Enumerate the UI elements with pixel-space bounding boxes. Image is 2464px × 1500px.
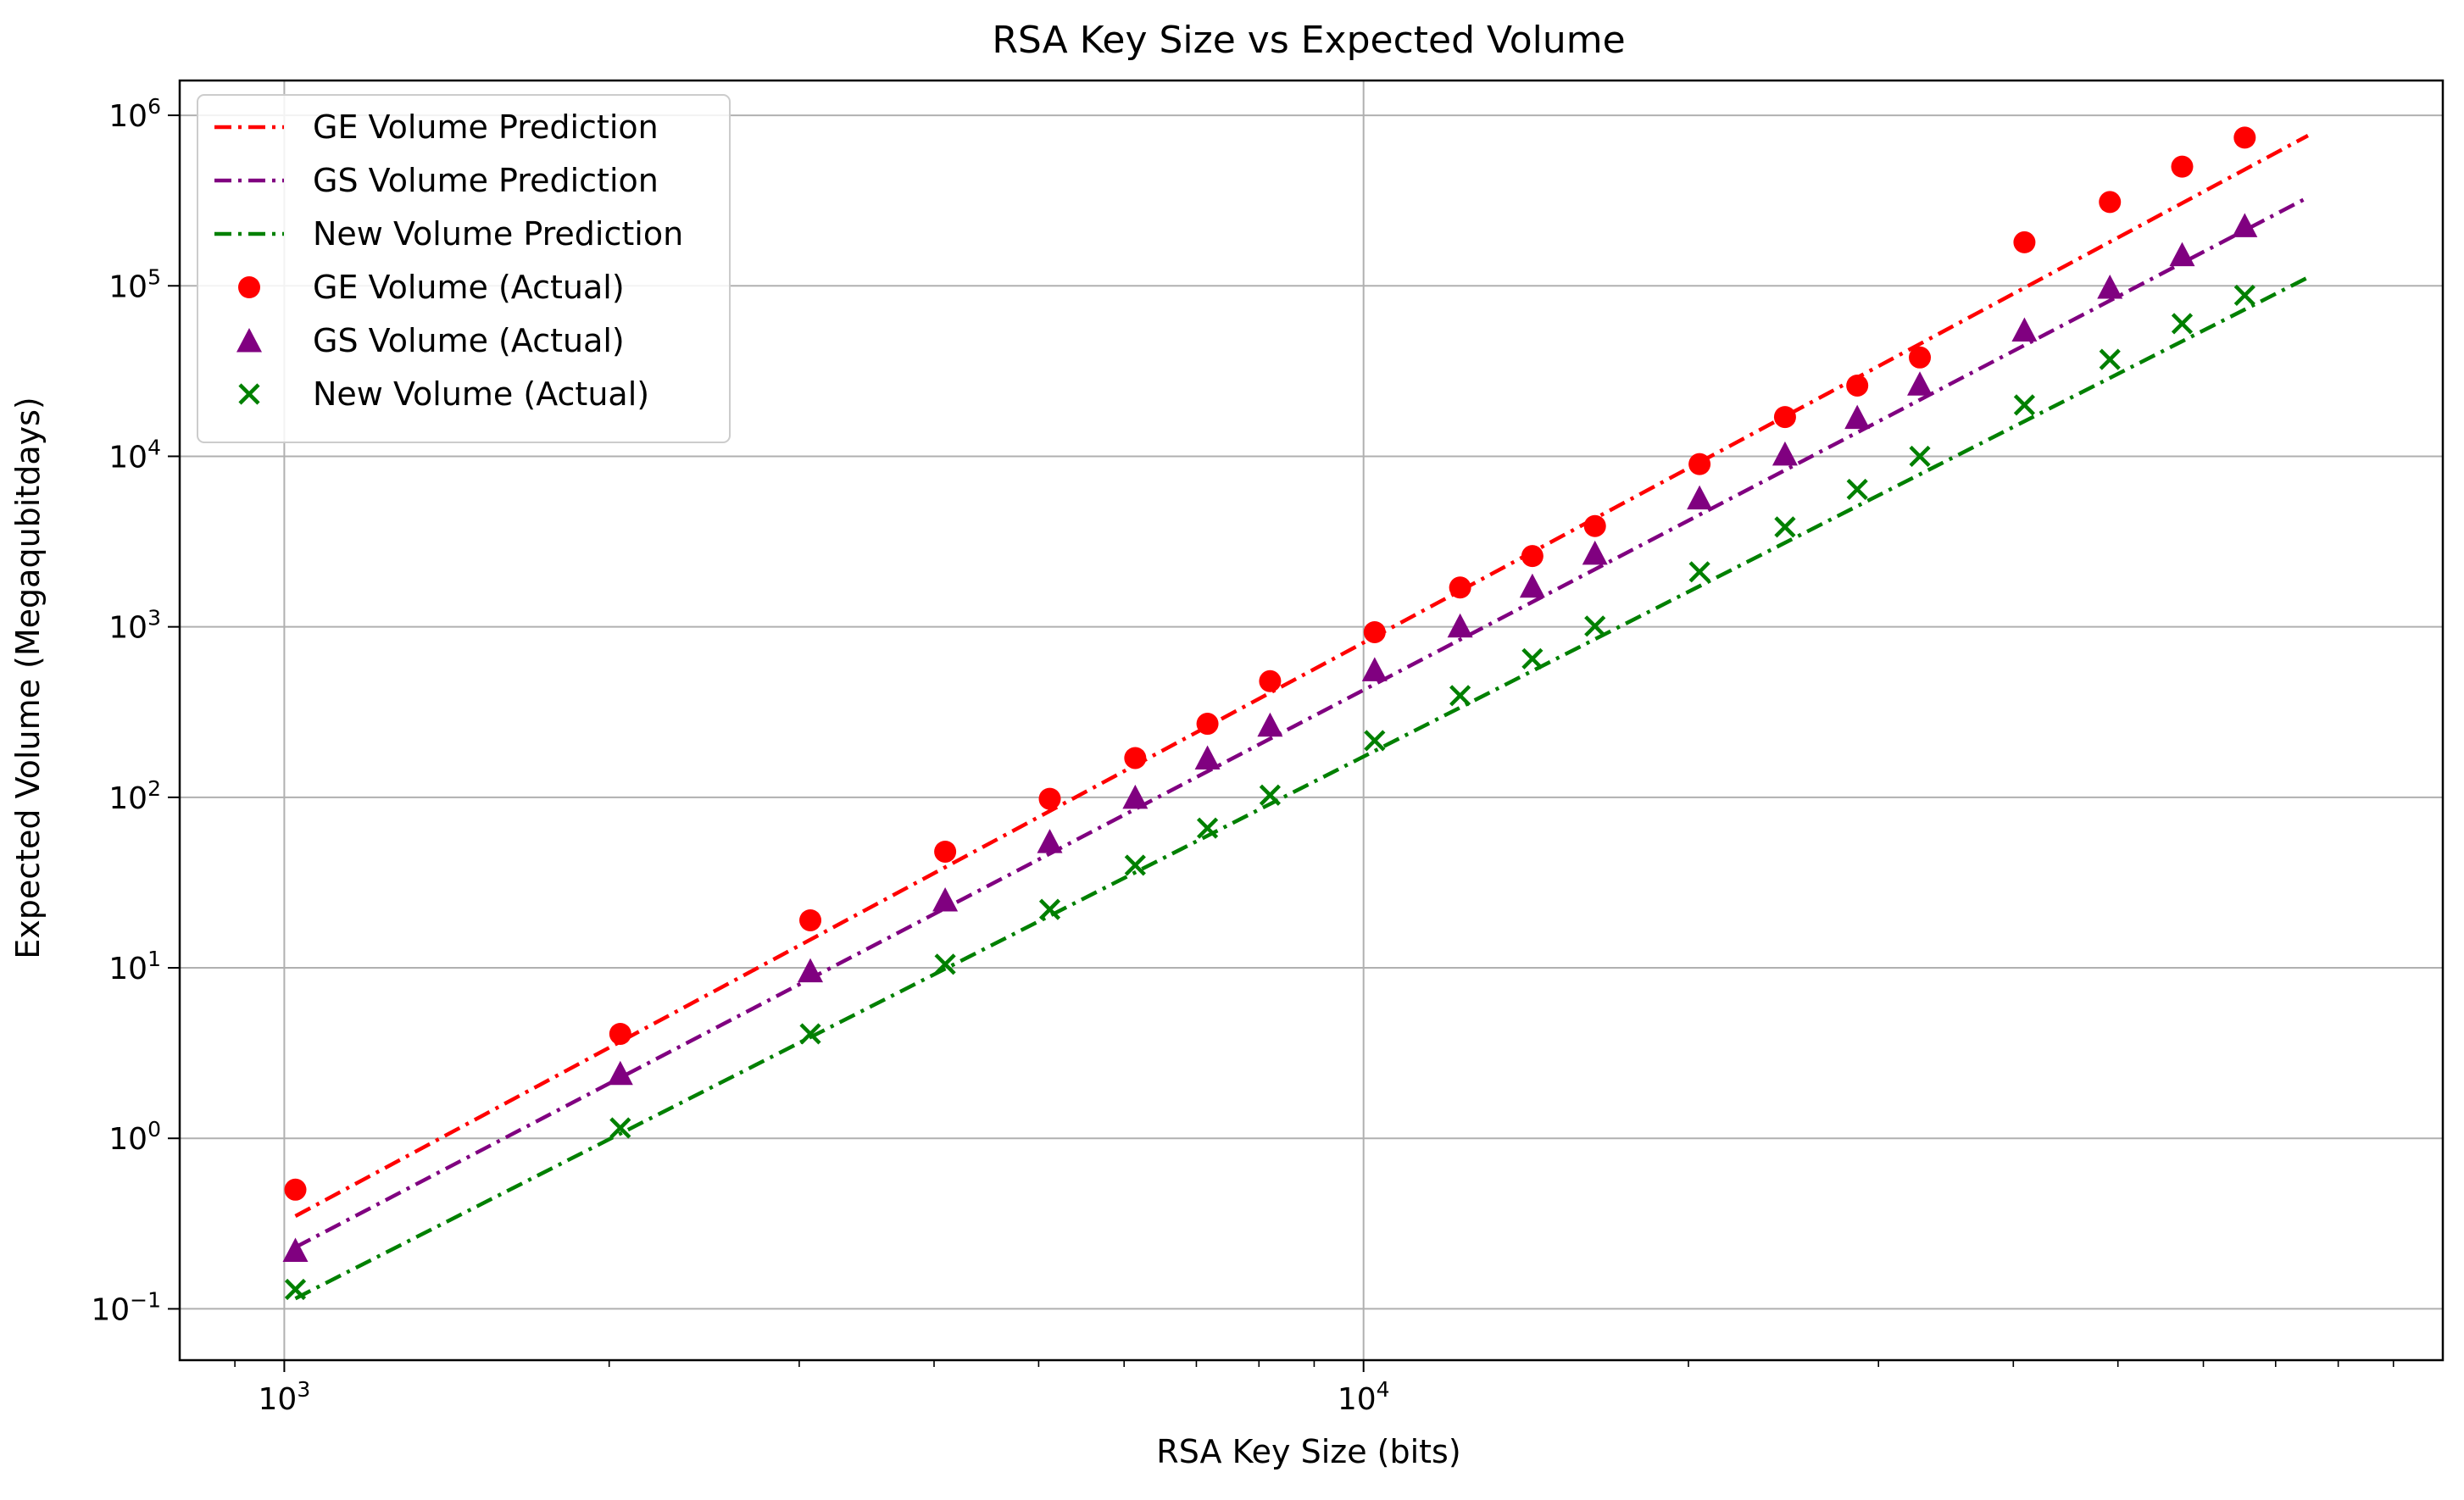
data-point [1449, 576, 1471, 599]
legend-marker-swatch [238, 276, 260, 298]
prediction-line [294, 275, 2309, 1301]
y-tick-label: 105 [108, 264, 161, 304]
data-point [2169, 242, 2195, 267]
legend-label: GE Volume Prediction [313, 108, 659, 146]
data-point [1038, 898, 1061, 920]
data-point [1846, 374, 1869, 397]
data-point [2099, 191, 2122, 214]
data-point [1124, 854, 1146, 876]
data-point [1909, 445, 1931, 468]
legend-label: GS Volume Prediction [313, 162, 659, 199]
legend-label: GE Volume (Actual) [313, 269, 625, 306]
data-point [282, 1237, 309, 1263]
data-point [1447, 613, 1473, 638]
data-point [1259, 784, 1282, 806]
major-ticks [168, 114, 1365, 1372]
data-point [1449, 685, 1471, 707]
data-point [1194, 745, 1221, 769]
data-point [799, 1023, 821, 1045]
y-tick-label: 103 [108, 606, 161, 646]
data-point [1124, 747, 1147, 769]
legend-label: New Volume Prediction [313, 215, 683, 253]
data-point [798, 958, 824, 983]
legend-box [197, 94, 731, 443]
data-point [934, 953, 956, 975]
data-point [1037, 829, 1063, 853]
data-point [284, 1178, 307, 1201]
data-point [2233, 126, 2256, 149]
data-point [1773, 406, 1796, 429]
data-point [1196, 817, 1219, 839]
legend-label: New Volume (Actual) [313, 375, 649, 413]
legend-marker-swatch [236, 328, 262, 353]
data-point [1687, 485, 1713, 510]
data-point [284, 1278, 307, 1301]
y-tick-label: 10−1 [91, 1287, 161, 1327]
data-point [2011, 317, 2038, 342]
data-point [1584, 615, 1606, 637]
legend: GE Volume Prediction GS Volume Prediction… [197, 94, 731, 443]
tick-labels: 103 104 10−1 100 101 102 103 104 105 106 [91, 94, 1389, 1417]
data-point [1122, 784, 1149, 809]
legend-label: GS Volume (Actual) [313, 322, 625, 359]
data-point [1361, 657, 1388, 681]
data-point [609, 1117, 631, 1139]
data-point [1909, 346, 1932, 369]
prediction-line [294, 195, 2309, 1249]
legend-marker-swatch [238, 383, 260, 405]
data-point [1364, 730, 1386, 752]
data-point [2232, 213, 2258, 237]
data-point [1521, 647, 1543, 669]
data-point [2171, 313, 2194, 335]
y-tick-label: 104 [108, 435, 161, 475]
axes-frame [178, 79, 2445, 1362]
data-point [1196, 713, 1219, 736]
x-tick-label: 104 [1338, 1377, 1390, 1417]
minor-ticks [234, 1360, 2394, 1367]
y-tick-label: 106 [108, 94, 161, 134]
data-point [1907, 371, 1933, 396]
data-point [607, 1060, 633, 1086]
data-point [1774, 516, 1796, 538]
data-point [1583, 514, 1606, 537]
x-axis-title: RSA Key Size (bits) [1156, 1433, 1460, 1470]
data-point [1363, 620, 1386, 643]
data-point [1519, 573, 1545, 598]
data-point [1688, 561, 1710, 583]
data-point [2233, 284, 2255, 307]
y-axis-title: Expected Volume (Megaqubitdays) [9, 397, 47, 958]
y-tick-label: 101 [108, 947, 161, 986]
data-point [2013, 394, 2036, 416]
data-point [2099, 348, 2121, 370]
data-point [1038, 787, 1061, 810]
y-tick-label: 102 [108, 776, 161, 816]
x-tick-label: 103 [259, 1377, 311, 1417]
data-point [1259, 669, 1282, 692]
data-point [1688, 453, 1711, 475]
data-point [932, 886, 959, 912]
data-point [609, 1022, 631, 1045]
data-point [1846, 478, 1868, 501]
data-point [2097, 275, 2123, 299]
data-point [799, 908, 822, 931]
data-point [1582, 540, 1608, 565]
y-tick-label: 100 [108, 1117, 161, 1157]
data-point [2013, 231, 2036, 253]
data-point [1772, 441, 1798, 466]
data-point [1257, 712, 1283, 737]
chart-title: RSA Key Size vs Expected Volume [992, 19, 1625, 62]
data-point [1521, 545, 1543, 568]
plot-area [282, 126, 2309, 1301]
data-point [1844, 404, 1871, 430]
data-point [934, 840, 957, 863]
data-point [2171, 155, 2194, 178]
